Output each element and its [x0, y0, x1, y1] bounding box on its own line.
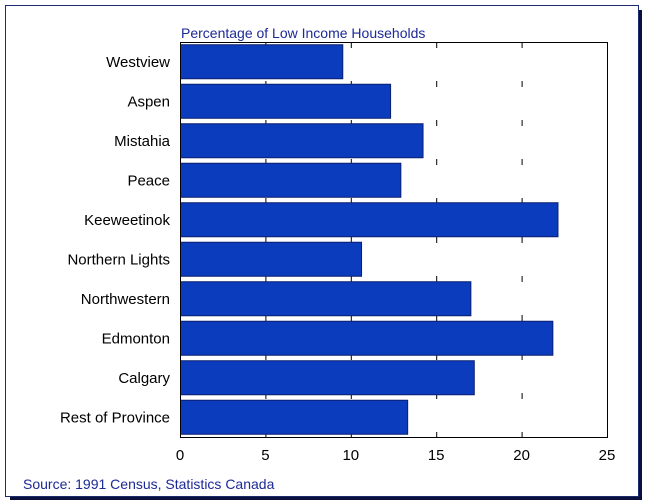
- source-note: Source: 1991 Census, Statistics Canada: [23, 476, 275, 492]
- x-tick-label-4: 20: [513, 447, 530, 464]
- bar-4: [180, 202, 559, 238]
- bar-3: [180, 162, 402, 198]
- bar-8: [180, 360, 475, 396]
- x-tick-label-3: 15: [428, 447, 445, 464]
- bar-2: [180, 123, 424, 159]
- category-label-5: Northern Lights: [67, 251, 170, 268]
- chart-title: Percentage of Low Income Households: [181, 25, 425, 41]
- category-label-4: Keeweetinok: [84, 212, 170, 229]
- category-label-6: Northwestern: [81, 291, 170, 308]
- x-axis-ticks: 0 5 10 15 20 25: [176, 447, 616, 464]
- x-tick-label-5: 25: [599, 447, 616, 464]
- bar-5: [180, 241, 363, 277]
- x-tick-label-0: 0: [176, 447, 184, 464]
- frame-shadow-right: [639, 10, 642, 500]
- bar-9: [180, 399, 409, 435]
- category-labels: Westview Aspen Mistahia Peace Keeweetinok Nor…: [60, 54, 171, 427]
- bar-7: [180, 320, 554, 356]
- category-label-9: Rest of Province: [60, 409, 170, 426]
- category-label-1: Aspen: [127, 93, 170, 110]
- category-label-2: Mistahia: [114, 133, 171, 150]
- bar-6: [180, 281, 472, 317]
- x-tick-label-2: 10: [342, 447, 359, 464]
- category-label-0: Westview: [106, 54, 170, 71]
- frame-shadow-bottom: [10, 497, 642, 500]
- x-tick-label-1: 5: [261, 447, 269, 464]
- category-label-3: Peace: [127, 172, 170, 189]
- bar-1: [180, 83, 392, 119]
- bars: [180, 44, 559, 435]
- category-label-8: Calgary: [118, 370, 170, 387]
- grid-lines: [265, 42, 523, 437]
- bar-0: [180, 44, 344, 80]
- category-label-7: Edmonton: [102, 330, 170, 347]
- plot-area: [180, 42, 608, 438]
